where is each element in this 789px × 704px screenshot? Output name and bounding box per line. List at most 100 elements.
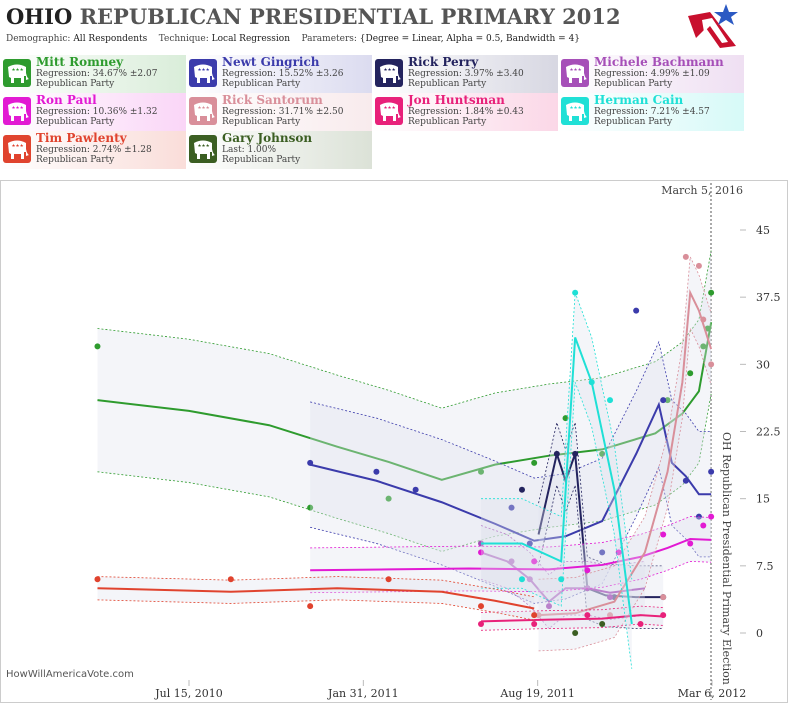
poll-point [307, 459, 314, 466]
poll-point [633, 307, 640, 314]
series-line [97, 587, 535, 610]
band-upper [310, 340, 712, 479]
elephant-icon: ★★★ [3, 97, 31, 125]
poll-point [708, 468, 715, 475]
poll-point [553, 450, 560, 457]
poll-point [700, 343, 707, 350]
poll-point [584, 567, 591, 574]
svg-text:★★★: ★★★ [384, 67, 397, 73]
y-tick-label: 15 [756, 493, 770, 506]
site-credit: HowWillAmericaVote.com [6, 669, 134, 680]
candidate-card[interactable]: ★★★ Jon Huntsman Regression: 1.84% ±0.43… [372, 93, 558, 131]
series-line [537, 450, 664, 599]
svg-text:★★★: ★★★ [570, 67, 583, 73]
elephant-icon: ★★★ [375, 97, 403, 125]
candidate-regression: Regression: 15.52% ±3.26 [222, 69, 344, 79]
poll-point [531, 558, 538, 565]
svg-text:★★★: ★★★ [12, 67, 25, 73]
svg-text:★★★: ★★★ [384, 105, 397, 111]
elephant-icon: ★★★ [3, 59, 31, 87]
x-tick-label: Aug 19, 2011 [499, 687, 575, 700]
poll-point [708, 513, 715, 520]
svg-text:★★★: ★★★ [12, 143, 25, 149]
poll-point [572, 450, 579, 457]
candidate-party: Republican Party [222, 79, 301, 89]
candidate-party: Republican Party [408, 117, 487, 127]
candidate-card[interactable]: ★★★ Mitt Romney Regression: 34.67% ±2.07… [0, 55, 186, 93]
svg-text:★★★: ★★★ [12, 105, 25, 111]
elephant-icon: ★★★ [561, 59, 589, 87]
elephant-icon: ★★★ [3, 135, 31, 163]
poll-point [373, 468, 380, 475]
poll-point [660, 612, 667, 619]
poll-point [94, 343, 101, 350]
band-lower [97, 393, 712, 552]
band-lower [480, 623, 664, 631]
band-upper [97, 250, 712, 409]
poll-point [599, 549, 606, 556]
poll-point [478, 468, 485, 475]
poll-point [385, 495, 392, 502]
candidate-card[interactable]: ★★★ Newt Gingrich Regression: 15.52% ±3.… [186, 55, 372, 93]
poll-point [687, 370, 694, 377]
poll-point [607, 397, 614, 404]
poll-point [535, 612, 542, 619]
election-label: OH Republican Presidential Primary Elect… [720, 432, 733, 685]
candidate-name: Michele Bachmann [594, 55, 724, 69]
elephant-icon: ★★★ [189, 59, 217, 87]
poll-point [660, 531, 667, 538]
poll-point [607, 612, 614, 619]
parameters-line: Demographic: All Respondents Technique: … [6, 34, 581, 44]
candidate-card[interactable]: ★★★ Tim Pawlenty Regression: 2.74% ±1.28… [0, 131, 186, 169]
y-tick-label: 7.5 [756, 560, 774, 573]
x-tick-label: Mar 6, 2012 [678, 687, 747, 700]
svg-text:★★★: ★★★ [198, 143, 211, 149]
confidence-band [97, 250, 712, 552]
site-logo [688, 4, 738, 48]
poll-point [572, 289, 579, 296]
candidate-party: Republican Party [408, 79, 487, 89]
candidate-card[interactable]: ★★★ Michele Bachmann Regression: 4.99% ±… [558, 55, 744, 93]
candidate-party: Republican Party [594, 79, 673, 89]
candidate-name: Tim Pawlenty [36, 131, 127, 145]
poll-point [478, 621, 485, 628]
elephant-icon: ★★★ [189, 97, 217, 125]
candidate-party: Republican Party [36, 117, 115, 127]
poll-point [588, 379, 595, 386]
poll-point [704, 325, 711, 332]
poll-point [682, 477, 689, 484]
poll-point [708, 361, 715, 368]
poll-point [385, 576, 392, 583]
page-title: OHIO REPUBLICAN PRESIDENTIAL PRIMARY 201… [6, 4, 621, 29]
poll-point [700, 522, 707, 529]
svg-text:★★★: ★★★ [570, 105, 583, 111]
elephant-icon: ★★★ [561, 97, 589, 125]
y-tick-label: 22.5 [756, 426, 781, 439]
candidate-card[interactable]: ★★★ Rick Santorum Regression: 31.71% ±2.… [186, 93, 372, 131]
poll-point [531, 621, 538, 628]
poll-point [531, 459, 538, 466]
candidate-regression: Last: 1.00% [222, 145, 277, 155]
poll-point [584, 612, 591, 619]
svg-text:★★★: ★★★ [198, 105, 211, 111]
poll-point [307, 603, 314, 610]
series-line [538, 289, 713, 617]
candidate-card[interactable]: ★★★ Rick Perry Regression: 3.97% ±3.40 R… [372, 55, 558, 93]
band-lower [310, 466, 712, 604]
confidence-band [97, 576, 535, 621]
candidate-party: Republican Party [36, 79, 115, 89]
x-tick-label: Jan 31, 2011 [327, 687, 399, 700]
poll-point [518, 486, 525, 493]
band-lower [538, 327, 712, 652]
candidate-card[interactable]: ★★★ Herman Cain Regression: 7.21% ±4.57 … [558, 93, 744, 131]
y-tick-label: 37.5 [756, 291, 781, 304]
candidate-name: Rick Perry [408, 55, 479, 69]
candidate-card[interactable]: ★★★ Gary Johnson Last: 1.00% Republican … [186, 131, 372, 169]
candidate-name: Gary Johnson [222, 131, 313, 145]
candidate-regression: Regression: 1.84% ±0.43 [408, 107, 524, 117]
series-line [480, 614, 664, 623]
poll-point [508, 504, 515, 511]
poll-point [307, 504, 314, 511]
candidate-card[interactable]: ★★★ Ron Paul Regression: 10.36% ±1.32 Re… [0, 93, 186, 131]
